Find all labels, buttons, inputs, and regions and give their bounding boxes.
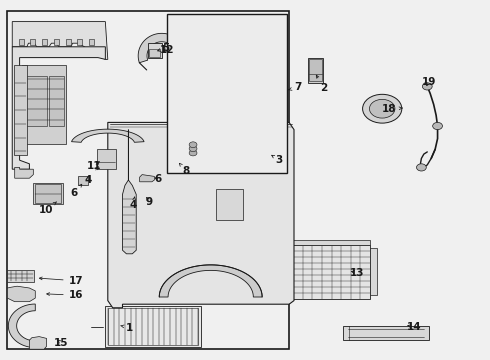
Polygon shape [8,304,35,348]
Bar [206,142,225,157]
Text: 8: 8 [179,163,190,176]
Bar [24,76,47,126]
Polygon shape [213,25,234,160]
Text: 4: 4 [84,167,98,185]
Text: 14: 14 [407,322,421,332]
Bar [343,326,429,340]
Bar [308,58,323,83]
Polygon shape [169,23,194,160]
Bar [108,308,198,345]
Polygon shape [7,286,35,302]
Circle shape [189,142,197,148]
Polygon shape [30,39,35,45]
Bar [35,184,61,203]
Polygon shape [138,33,184,63]
Polygon shape [72,129,144,142]
Text: 13: 13 [349,267,364,278]
Bar [33,183,63,204]
Polygon shape [54,39,59,45]
Text: 16: 16 [47,290,83,300]
Circle shape [422,83,432,90]
Bar [49,76,64,126]
Text: 6: 6 [155,174,162,184]
Polygon shape [12,22,108,59]
Bar [167,14,287,173]
Polygon shape [159,265,262,297]
Bar [247,248,255,295]
Text: 11: 11 [87,161,101,171]
Text: 15: 15 [54,338,69,348]
Bar [105,306,201,347]
Text: 19: 19 [421,77,436,87]
Polygon shape [15,167,33,178]
Text: 4: 4 [129,197,137,210]
Bar [97,149,116,169]
Bar [7,11,289,349]
Polygon shape [19,39,24,45]
Text: 17: 17 [39,276,83,286]
Polygon shape [89,39,94,45]
Text: 5: 5 [158,43,169,53]
Polygon shape [12,47,105,169]
Text: 2: 2 [317,75,327,93]
Bar [7,270,34,282]
Text: 9: 9 [146,197,153,207]
Circle shape [189,150,197,156]
Circle shape [433,122,442,130]
Polygon shape [66,39,71,45]
Polygon shape [122,130,136,254]
Bar [309,59,322,81]
Text: 3: 3 [271,155,283,165]
Text: 18: 18 [382,104,402,114]
Bar [22,65,66,144]
Bar [14,65,27,155]
Bar [184,140,202,157]
Polygon shape [77,39,82,45]
Bar [148,43,162,58]
Bar [255,240,370,245]
Text: 12: 12 [159,45,174,55]
Circle shape [363,94,402,123]
Circle shape [189,146,197,152]
Bar [255,245,370,299]
Text: 7: 7 [289,82,302,92]
Circle shape [369,99,395,118]
Polygon shape [108,122,294,308]
Circle shape [416,164,426,171]
Text: 1: 1 [121,323,133,333]
Bar [370,248,377,295]
Text: 6: 6 [71,184,82,198]
Polygon shape [42,39,47,45]
Bar [78,176,88,185]
Bar [216,189,243,220]
Polygon shape [29,337,47,349]
Polygon shape [140,175,154,182]
Text: 10: 10 [39,202,57,215]
Bar [149,49,160,57]
